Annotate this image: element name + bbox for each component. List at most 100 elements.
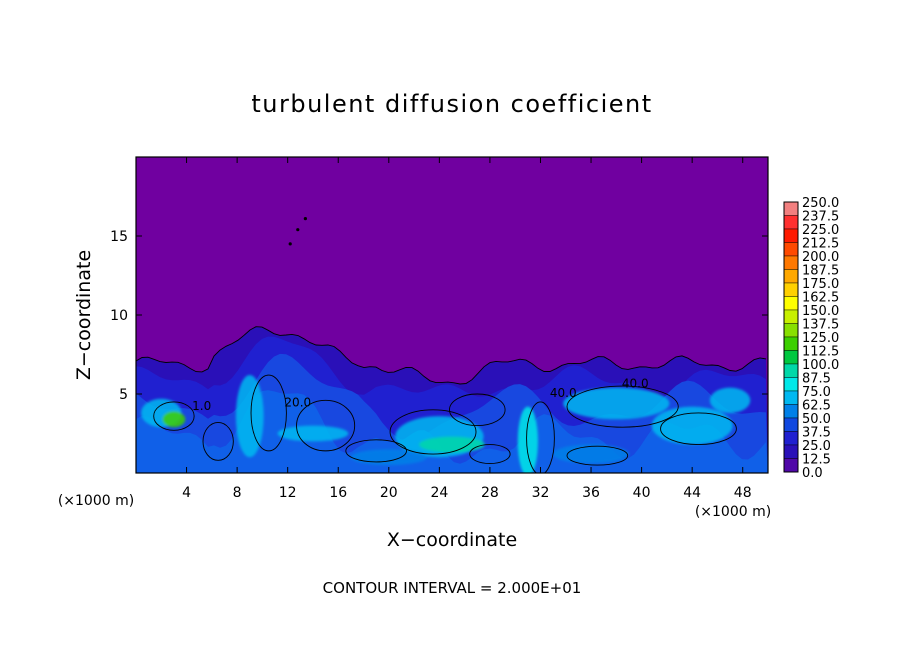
y-tick-label: 5 bbox=[119, 387, 128, 403]
colorbar-label: 50.0 bbox=[802, 412, 831, 427]
contour-line bbox=[250, 374, 287, 452]
colorbar-swatch bbox=[783, 431, 799, 446]
chart-title: turbulent diffusion coefficient bbox=[251, 90, 652, 118]
colorbar-label: 125.0 bbox=[802, 331, 839, 346]
contour-line bbox=[296, 399, 356, 452]
contour-line bbox=[389, 409, 477, 455]
contour-label: 1.0 bbox=[192, 399, 211, 413]
contour-line bbox=[153, 401, 195, 431]
colorbar-swatch bbox=[783, 201, 799, 216]
colorbar-swatch bbox=[783, 296, 799, 311]
x-tick-label: 44 bbox=[683, 485, 701, 501]
contour-line bbox=[345, 439, 407, 463]
x-tick-label: 32 bbox=[532, 485, 550, 501]
colorbar-label: 75.0 bbox=[802, 385, 831, 400]
contour-line bbox=[566, 445, 629, 466]
contour-label: 40.0 bbox=[550, 386, 577, 400]
x-tick-label: 8 bbox=[233, 485, 242, 501]
x-tick-label: 16 bbox=[329, 485, 347, 501]
field-streak bbox=[563, 387, 670, 420]
colorbar-frame bbox=[783, 201, 799, 473]
contour-line bbox=[526, 401, 555, 473]
colorbar-label: 187.5 bbox=[802, 264, 839, 279]
contour-speck bbox=[296, 228, 300, 232]
field-streak bbox=[709, 387, 751, 413]
colorbar-label: 112.5 bbox=[802, 345, 839, 360]
colorbar-swatch bbox=[783, 458, 799, 473]
field-streaks bbox=[141, 375, 751, 473]
colorbar-swatch bbox=[783, 282, 799, 297]
x-tick-label: 48 bbox=[734, 485, 752, 501]
contour-speck bbox=[288, 242, 292, 246]
field-streak bbox=[553, 444, 629, 464]
x-tick-label: 24 bbox=[430, 485, 448, 501]
colorbar-label: 62.5 bbox=[802, 399, 831, 414]
field-streak bbox=[235, 375, 264, 458]
colorbar-label: 162.5 bbox=[802, 291, 839, 306]
y-axis: 5 10 15 bbox=[110, 229, 768, 403]
contour-label: 20.0 bbox=[284, 396, 311, 410]
contour-line bbox=[469, 444, 511, 464]
colorbar-label: 100.0 bbox=[802, 358, 839, 373]
x-axis-label: X−coordinate bbox=[387, 529, 517, 551]
field-streak bbox=[277, 425, 349, 442]
colorbar-label: 12.5 bbox=[802, 453, 831, 468]
contour-line bbox=[449, 393, 506, 427]
turbulence-field bbox=[136, 326, 768, 473]
x-tick-label: 4 bbox=[182, 485, 191, 501]
x-tick-label: 40 bbox=[633, 485, 651, 501]
colorbar-swatch bbox=[783, 444, 799, 459]
colorbar-label: 225.0 bbox=[802, 223, 839, 238]
x-tick-label: 36 bbox=[582, 485, 600, 501]
colorbar-swatch bbox=[783, 417, 799, 432]
colorbar-swatch bbox=[783, 269, 799, 284]
contour-line bbox=[660, 412, 737, 446]
colorbar-swatch bbox=[783, 255, 799, 270]
contour-line bbox=[566, 385, 679, 428]
field-streak bbox=[651, 406, 733, 445]
y-axis-label: Z−coordinate bbox=[73, 250, 95, 380]
x-tick-label: 28 bbox=[481, 485, 499, 501]
colorbar-swatch bbox=[783, 215, 799, 230]
y-tick-label: 10 bbox=[110, 308, 128, 324]
contour-line bbox=[136, 326, 767, 385]
colorbar-label: 237.5 bbox=[802, 210, 839, 225]
colorbar-swatch bbox=[783, 309, 799, 324]
colorbar-label: 0.0 bbox=[802, 466, 823, 481]
x-tick-label: 20 bbox=[380, 485, 398, 501]
colorbar-label: 212.5 bbox=[802, 237, 839, 252]
colorbar-label: 175.0 bbox=[802, 277, 839, 292]
x-axis: 4 8 12 16 20 24 28 32 36 40 44 48 bbox=[182, 157, 752, 501]
contour-line bbox=[202, 421, 234, 461]
colorbar-label: 250.0 bbox=[802, 196, 839, 211]
colorbar-label: 200.0 bbox=[802, 250, 839, 265]
colorbar-swatch bbox=[783, 404, 799, 419]
colorbar-label: 37.5 bbox=[802, 426, 831, 441]
contour-lines bbox=[136, 217, 767, 473]
colorbar-swatch bbox=[783, 323, 799, 338]
field-streak bbox=[350, 449, 427, 466]
contour-interval-note: CONTOUR INTERVAL = 2.000E+01 bbox=[323, 579, 582, 597]
colorbar-swatch bbox=[783, 363, 799, 378]
x-tick-label: 12 bbox=[279, 485, 297, 501]
colorbar: 250.0237.5225.0212.5200.0187.5175.0162.5… bbox=[783, 196, 839, 481]
x-axis-unit-right: (×1000 m) bbox=[695, 504, 771, 520]
x-axis-unit-left: (×1000 m) bbox=[58, 493, 134, 509]
contour-labels: 20.0 40.0 40.0 1.0 bbox=[192, 377, 648, 413]
contour-speck bbox=[303, 217, 307, 221]
colorbar-swatch bbox=[783, 377, 799, 392]
colorbar-swatch bbox=[783, 228, 799, 243]
contour-label: 40.0 bbox=[622, 377, 649, 391]
colorbar-swatch bbox=[783, 350, 799, 365]
colorbar-label: 25.0 bbox=[802, 439, 831, 454]
colorbar-label: 150.0 bbox=[802, 304, 839, 319]
field-streak bbox=[419, 436, 485, 453]
colorbar-swatch bbox=[783, 242, 799, 257]
colorbar-swatch bbox=[783, 390, 799, 405]
colorbar-swatch bbox=[783, 336, 799, 351]
colorbar-label: 137.5 bbox=[802, 318, 839, 333]
y-tick-label: 15 bbox=[110, 229, 128, 245]
field-streak bbox=[162, 411, 186, 428]
colorbar-label: 87.5 bbox=[802, 372, 831, 387]
